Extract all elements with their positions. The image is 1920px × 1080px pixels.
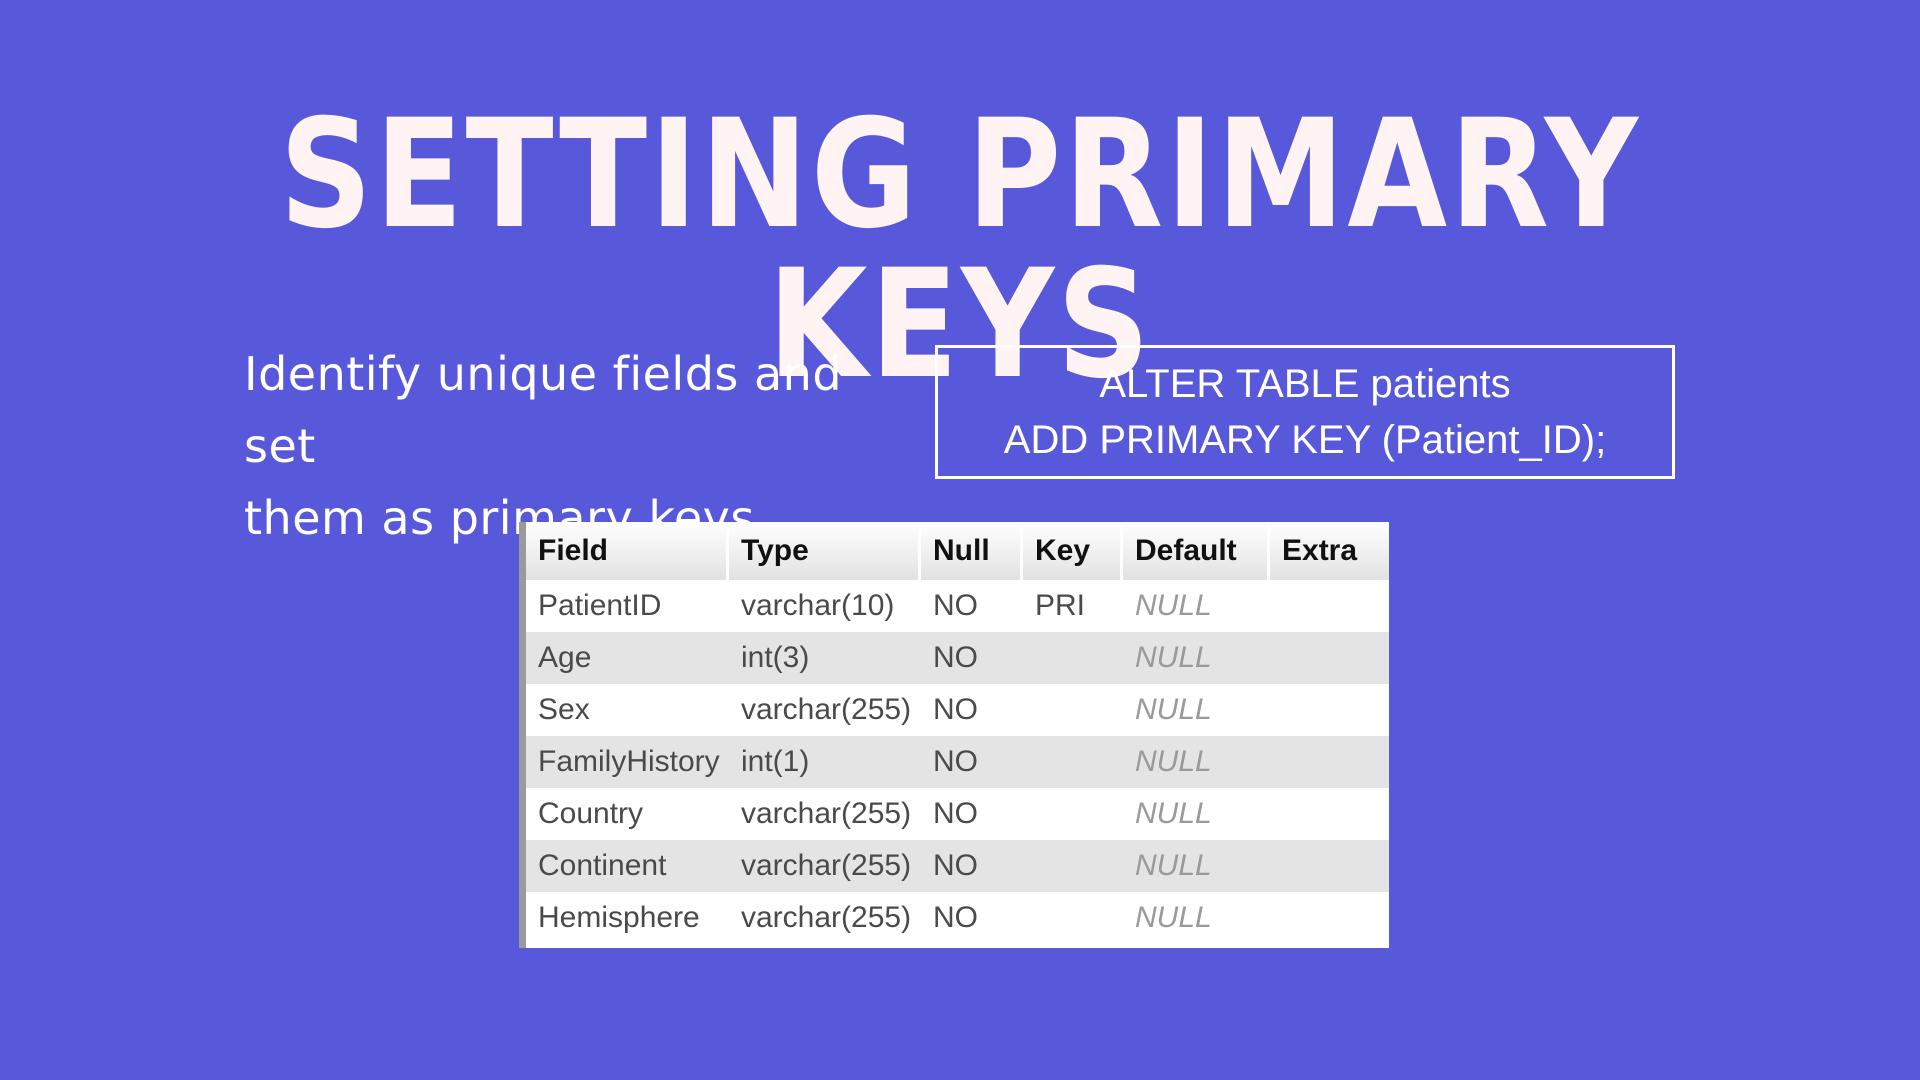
cell-default: NULL [1135,901,1212,934]
cell-default: NULL [1123,840,1270,892]
table-header-row: Field Type Null Key Default Extra [526,522,1389,580]
cell-field: Hemisphere [538,901,700,934]
cell-null: NO [933,797,978,830]
header-type: Type [729,522,921,580]
cell-field: PatientID [538,589,662,622]
cell-default: NULL [1135,797,1212,830]
cell-key [1023,632,1123,684]
header-field: Field [526,522,729,580]
cell-key [1023,788,1123,840]
cell-null: NO [921,736,1023,788]
cell-extra [1270,840,1389,892]
cell-key [1023,892,1123,944]
slide-title: SETTING PRIMARY KEYS [279,88,1641,412]
cell-extra [1270,632,1389,684]
table-row: Country varchar(255) NO NULL [526,788,1389,840]
cell-key: PRI [1035,589,1086,622]
cell-field: Country [538,797,644,830]
cell-key [1023,840,1123,892]
cell-default: NULL [1123,736,1270,788]
cell-extra [1270,892,1389,944]
table-row: Sex varchar(255) NO NULL [526,684,1389,736]
cell-default: NULL [1135,693,1212,726]
table-row: Continent varchar(255) NO NULL [526,840,1389,892]
header-null: Null [921,522,1023,580]
cell-extra [1270,736,1389,788]
patients-structure-table: Field Type Null Key Default Extra Patien… [526,522,1389,944]
sql-code-box: ALTER TABLE patients ADD PRIMARY KEY (Pa… [935,345,1675,479]
cell-null: NO [933,693,978,726]
sql-line-1: ALTER TABLE patients [1099,362,1511,406]
cell-key [1023,736,1123,788]
cell-null: NO [921,632,1023,684]
header-extra: Extra [1270,522,1389,580]
table-row: FamilyHistory int(1) NO NULL [526,736,1389,788]
cell-type: int(3) [729,632,921,684]
cell-type: varchar(255) [741,901,912,934]
cell-type: varchar(10) [741,589,895,622]
cell-type: varchar(255) [729,840,921,892]
cell-null: NO [933,589,978,622]
cell-extra [1270,684,1389,736]
sql-line-2: ADD PRIMARY KEY (Patient_ID); [1003,418,1607,462]
cell-default: NULL [1135,589,1212,622]
cell-field: Age [526,632,729,684]
description-line-1: Identify unique fields and set [244,347,843,473]
table-row: Hemisphere varchar(255) NO NULL [526,892,1389,944]
table-row: Age int(3) NO NULL [526,632,1389,684]
cell-extra [1270,788,1389,840]
cell-type: varchar(255) [741,797,912,830]
cell-field: Sex [538,693,590,726]
cell-field: Continent [526,840,729,892]
cell-key [1023,684,1123,736]
cell-type: varchar(255) [741,693,912,726]
table-row: PatientID varchar(10) NO PRI NULL [526,580,1389,632]
cell-null: NO [921,840,1023,892]
header-default: Default [1123,522,1270,580]
header-key: Key [1023,522,1123,580]
table-structure-screenshot: Field Type Null Key Default Extra Patien… [519,522,1389,948]
cell-default: NULL [1123,632,1270,684]
cell-type: int(1) [729,736,921,788]
cell-null: NO [933,901,978,934]
cell-field: FamilyHistory [526,736,729,788]
cell-extra [1270,580,1389,632]
